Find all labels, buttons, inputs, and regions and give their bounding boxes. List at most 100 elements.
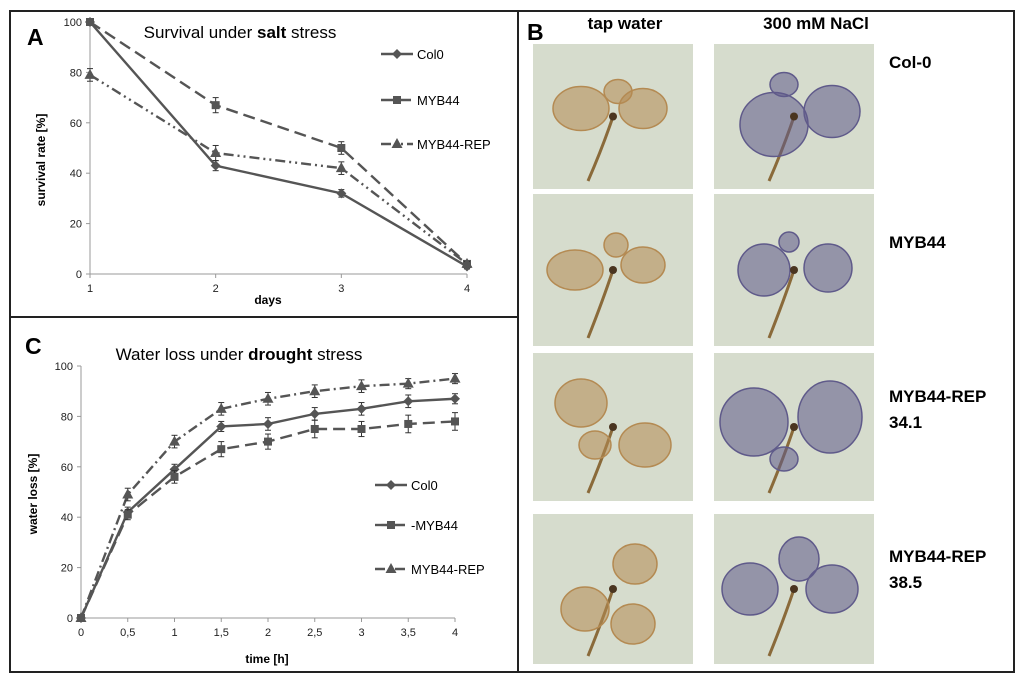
data-point-myb44-rep [122,488,134,499]
data-point-myb44-rep [335,162,347,173]
data-point-myb44 [404,419,413,428]
y-tick-label: 40 [70,168,82,180]
seedling-leaf [778,536,820,582]
x-tick-label: 4 [464,283,470,295]
series-line-myb44 [79,420,456,619]
y-tick-label: 20 [70,219,82,231]
data-point-myb44 [337,144,346,152]
seedling-leaf [805,564,859,614]
legend-label: MYB44-REP [411,562,485,577]
x-tick-label: 3 [358,627,364,639]
data-point-col0 [263,418,273,429]
seedling-stem [767,588,796,657]
data-point-col0 [169,464,180,475]
row-label-myb44-rep-38: MYB44-REP [889,547,986,566]
data-point-myb44 [357,425,366,433]
data-point-col0 [336,188,347,199]
legend-marker [393,96,401,104]
data-point-col0 [356,403,367,414]
legend-marker [387,521,395,529]
x-tick-label: 1 [87,283,93,295]
seedling-leaf [554,378,608,428]
legend-label: -MYB44 [411,518,458,533]
x-tick-label: 4 [452,627,458,639]
y-tick-label: 0 [67,613,73,625]
legend-label: Col0 [411,478,438,493]
x-axis-label: time [h] [245,652,288,666]
data-point-myb44-rep [402,377,414,388]
seedling-leaf [560,586,610,632]
seedling-photo-grid: B tap water 300 mM NaCl Col-0 MYB44 MYB4… [527,14,986,664]
row-label-myb44: MYB44 [889,233,946,252]
y-tick-label: 20 [61,563,73,575]
seedling-center [609,585,617,593]
data-point-col0 [216,421,227,432]
data-point-col0 [450,393,460,404]
row-label-col0: Col-0 [889,53,932,72]
legend-label: Col0 [417,47,444,62]
seedling-leaf [618,422,672,468]
legend-label: MYB44 [417,93,460,108]
seedling-stem [586,269,615,339]
panel-a: A Survival under salt stress survival ra… [9,10,519,318]
panel-c: C Water loss under drought stress water … [9,316,519,673]
panel-c-label: C [25,333,42,359]
seedling-center [790,266,798,274]
panel-b-label: B [527,19,544,45]
data-point-myb44 [211,101,220,110]
x-tick-label: 2 [265,627,271,639]
seedling-stem [767,269,796,339]
data-point-myb44-rep [356,380,367,391]
seedling-leaf [610,603,656,645]
x-tick-label: 3 [338,283,344,295]
data-point-myb44 [123,510,132,519]
seedling-leaf [620,246,666,284]
seedling-leaf [721,562,779,616]
x-tick-label: 1 [171,627,177,639]
seedling-leaf [769,71,799,98]
y-tick-label: 100 [64,17,82,29]
legend-label: MYB44-REP [417,137,491,152]
seedling-center [609,112,617,121]
data-point-myb44-rep [262,392,274,403]
chart-title: Survival under salt stress [144,23,337,42]
legend-marker [385,563,397,573]
data-point-myb44-rep [449,372,461,383]
seedling-center [790,585,798,593]
y-axis-label: survival rate [%] [34,114,48,207]
seedling-leaf [803,84,861,139]
data-point-myb44-rep [309,385,321,396]
y-tick-label: 60 [70,118,82,130]
survival-chart: A Survival under salt stress survival ra… [27,17,491,307]
y-tick-label: 60 [61,462,73,474]
y-axis-label: water loss [%] [26,454,40,536]
x-tick-label: 1,5 [214,627,229,639]
y-tick-label: 40 [61,512,73,524]
data-point-myb44-rep [75,612,87,622]
x-tick-label: 0 [78,627,84,639]
water-loss-chart: C Water loss under drought stress water … [25,333,485,666]
seedling-leaf [552,85,610,132]
x-tick-label: 0,5 [120,627,135,639]
data-point-col0 [309,408,320,419]
data-point-myb44 [170,472,179,481]
seedling-center [609,423,617,431]
y-tick-label: 0 [76,269,82,281]
data-point-col0 [403,396,414,407]
data-point-myb44 [264,437,272,446]
row-label-myb44-rep-34: MYB44-REP [889,387,986,406]
x-tick-label: 2 [213,283,219,295]
data-point-myb44-rep [215,402,227,413]
seedling-stem [586,116,615,182]
series-line-col0 [79,397,456,619]
data-point-myb44-rep [84,68,96,79]
seedling-leaf [803,243,853,293]
series-line-col0 [89,21,468,268]
seedling-leaf [603,78,633,105]
x-tick-label: 2,5 [307,627,322,639]
seedling-leaf [769,446,799,472]
seedling-leaf [719,387,789,457]
data-point-myb44 [310,425,319,433]
row-label-line-34-1: 34.1 [889,413,922,432]
column-header-tap-water: tap water [588,14,663,33]
